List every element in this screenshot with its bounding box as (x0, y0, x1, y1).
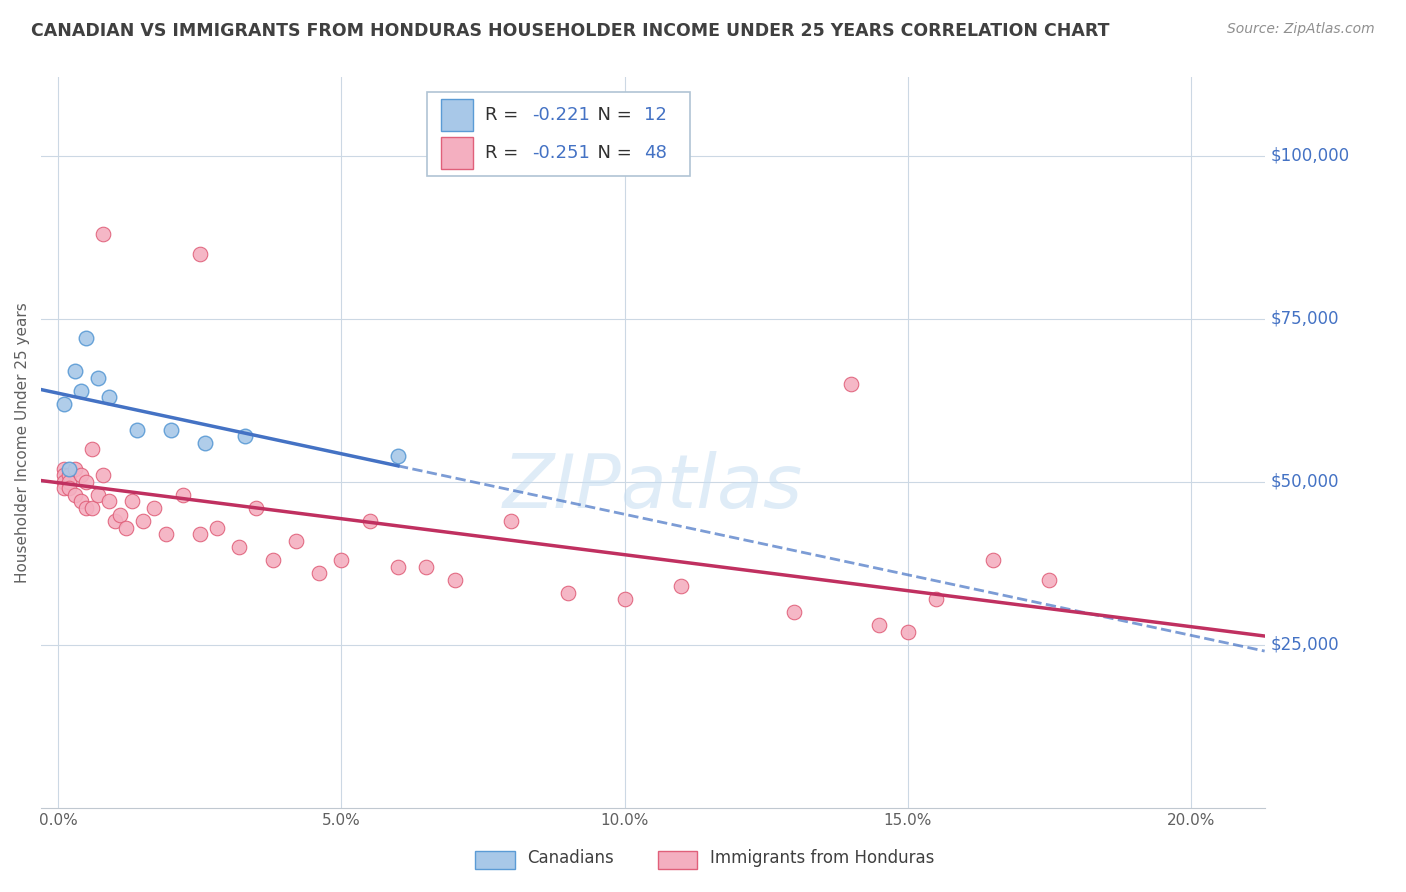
Point (1038, 573, 1060, 587)
Point (52, 396, 75, 410)
Point (104, 514, 127, 528)
Point (188, 527, 211, 541)
Point (63, 364, 86, 378)
Point (925, 592, 948, 607)
Point (669, 579, 692, 593)
Text: $100,000: $100,000 (1270, 146, 1350, 165)
Point (981, 553, 1004, 567)
FancyBboxPatch shape (441, 99, 472, 131)
Point (839, 377, 862, 392)
Point (308, 566, 330, 581)
Point (58, 475, 80, 489)
Point (897, 624, 920, 639)
Point (501, 514, 523, 528)
Point (205, 520, 228, 534)
Point (69, 468, 91, 483)
Point (63, 488, 86, 502)
Point (121, 494, 143, 508)
Text: $50,000: $50,000 (1270, 473, 1339, 491)
Point (87, 488, 110, 502)
Text: CANADIAN VS IMMIGRANTS FROM HONDURAS HOUSEHOLDER INCOME UNDER 25 YEARS CORRELATI: CANADIAN VS IMMIGRANTS FROM HONDURAS HOU… (31, 22, 1109, 40)
Point (52, 475, 75, 489)
Text: -0.221: -0.221 (531, 106, 589, 124)
Point (115, 520, 138, 534)
Text: $75,000: $75,000 (1270, 310, 1339, 328)
Point (172, 488, 194, 502)
Text: $25,000: $25,000 (1270, 636, 1339, 654)
Text: 48: 48 (644, 145, 668, 162)
Text: Source: ZipAtlas.com: Source: ZipAtlas.com (1227, 22, 1375, 37)
Point (87, 370, 110, 384)
Point (188, 246, 211, 260)
Point (415, 559, 437, 574)
Point (93, 227, 115, 241)
Text: -0.251: -0.251 (531, 145, 589, 162)
Text: R =: R = (485, 106, 524, 124)
Point (110, 508, 132, 522)
Point (194, 435, 217, 450)
Point (52, 468, 75, 483)
Point (69, 384, 91, 398)
Point (132, 514, 155, 528)
Point (63, 462, 86, 476)
Text: 12: 12 (644, 106, 668, 124)
Y-axis label: Householder Income Under 25 years: Householder Income Under 25 years (15, 302, 30, 583)
Point (245, 501, 267, 516)
Point (262, 553, 284, 567)
Point (52, 462, 75, 476)
Point (98, 494, 121, 508)
Point (75, 331, 97, 345)
Point (58, 468, 80, 483)
Point (443, 573, 465, 587)
FancyBboxPatch shape (426, 92, 689, 176)
Text: R =: R = (485, 145, 524, 162)
Point (285, 533, 308, 548)
Text: N =: N = (585, 106, 637, 124)
Point (869, 618, 891, 632)
Point (387, 559, 409, 574)
Point (127, 423, 149, 437)
Point (557, 586, 579, 600)
Text: ZIPatlas: ZIPatlas (503, 450, 803, 523)
Point (80, 501, 103, 516)
Point (228, 540, 250, 554)
Point (330, 553, 353, 567)
Point (359, 514, 381, 528)
Point (783, 606, 806, 620)
Text: N =: N = (585, 145, 637, 162)
Point (143, 501, 166, 516)
Point (233, 429, 256, 443)
Point (69, 494, 91, 508)
Point (98, 390, 121, 404)
Point (58, 462, 80, 476)
Point (80, 442, 103, 457)
Point (75, 501, 97, 516)
Point (75, 475, 97, 489)
Point (52, 482, 75, 496)
FancyBboxPatch shape (441, 137, 472, 169)
Point (613, 592, 636, 607)
Point (155, 527, 177, 541)
Point (160, 423, 183, 437)
Point (387, 449, 409, 463)
Point (58, 482, 80, 496)
Text: Canadians: Canadians (527, 849, 614, 867)
Point (93, 468, 115, 483)
Text: Immigrants from Honduras: Immigrants from Honduras (710, 849, 935, 867)
